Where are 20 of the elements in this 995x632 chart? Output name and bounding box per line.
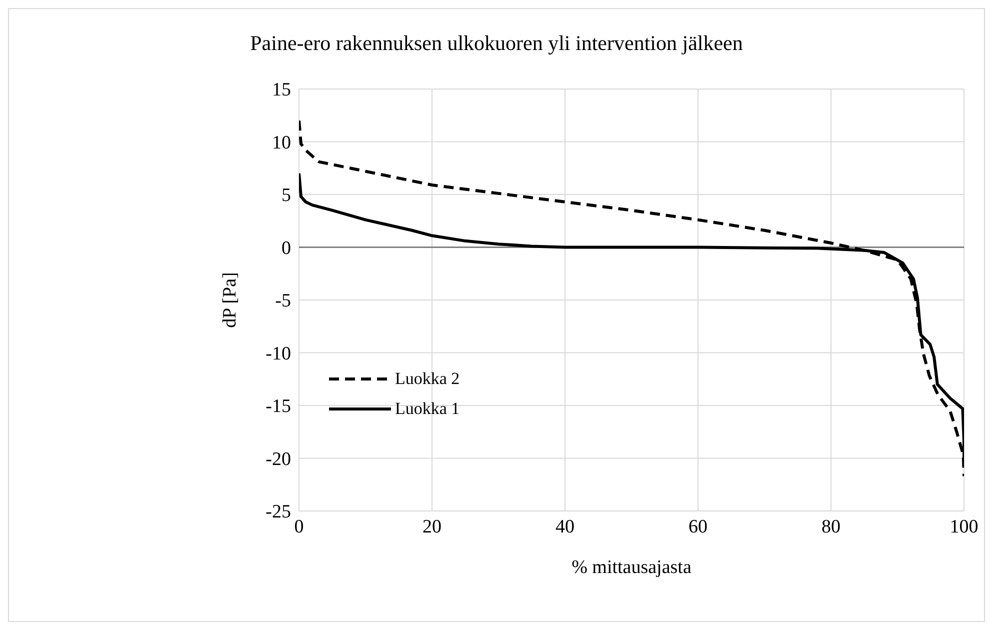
chart-title: Paine-ero rakennuksen ulkokuoren yli intervention jälkeen (249, 31, 744, 56)
y-tick-label: -20 (266, 448, 291, 470)
x-tick-label: 80 (822, 516, 840, 538)
y-tick-label: -10 (266, 343, 291, 364)
legend-label: Luokka 1 (395, 399, 460, 419)
x-tick-label: 40 (556, 516, 574, 538)
x-tick-label: 20 (422, 516, 442, 538)
legend-label: Luokka 2 (395, 369, 460, 389)
line-series (299, 119, 964, 478)
y-axis-title: dP [Pa] (220, 272, 241, 328)
y-tick-label: -15 (266, 396, 291, 418)
y-tick-label: 0 (282, 238, 291, 259)
x-axis-title: % mittausajasta (572, 557, 692, 578)
y-tick-label: 15 (272, 80, 291, 101)
y-tick-label: 5 (282, 185, 291, 206)
y-tick-label: 10 (272, 132, 291, 154)
x-tick-label: 100 (950, 516, 978, 538)
y-tick-label: -25 (266, 502, 291, 523)
y-tick-label: -5 (275, 290, 291, 312)
x-tick-label: 60 (688, 516, 708, 538)
